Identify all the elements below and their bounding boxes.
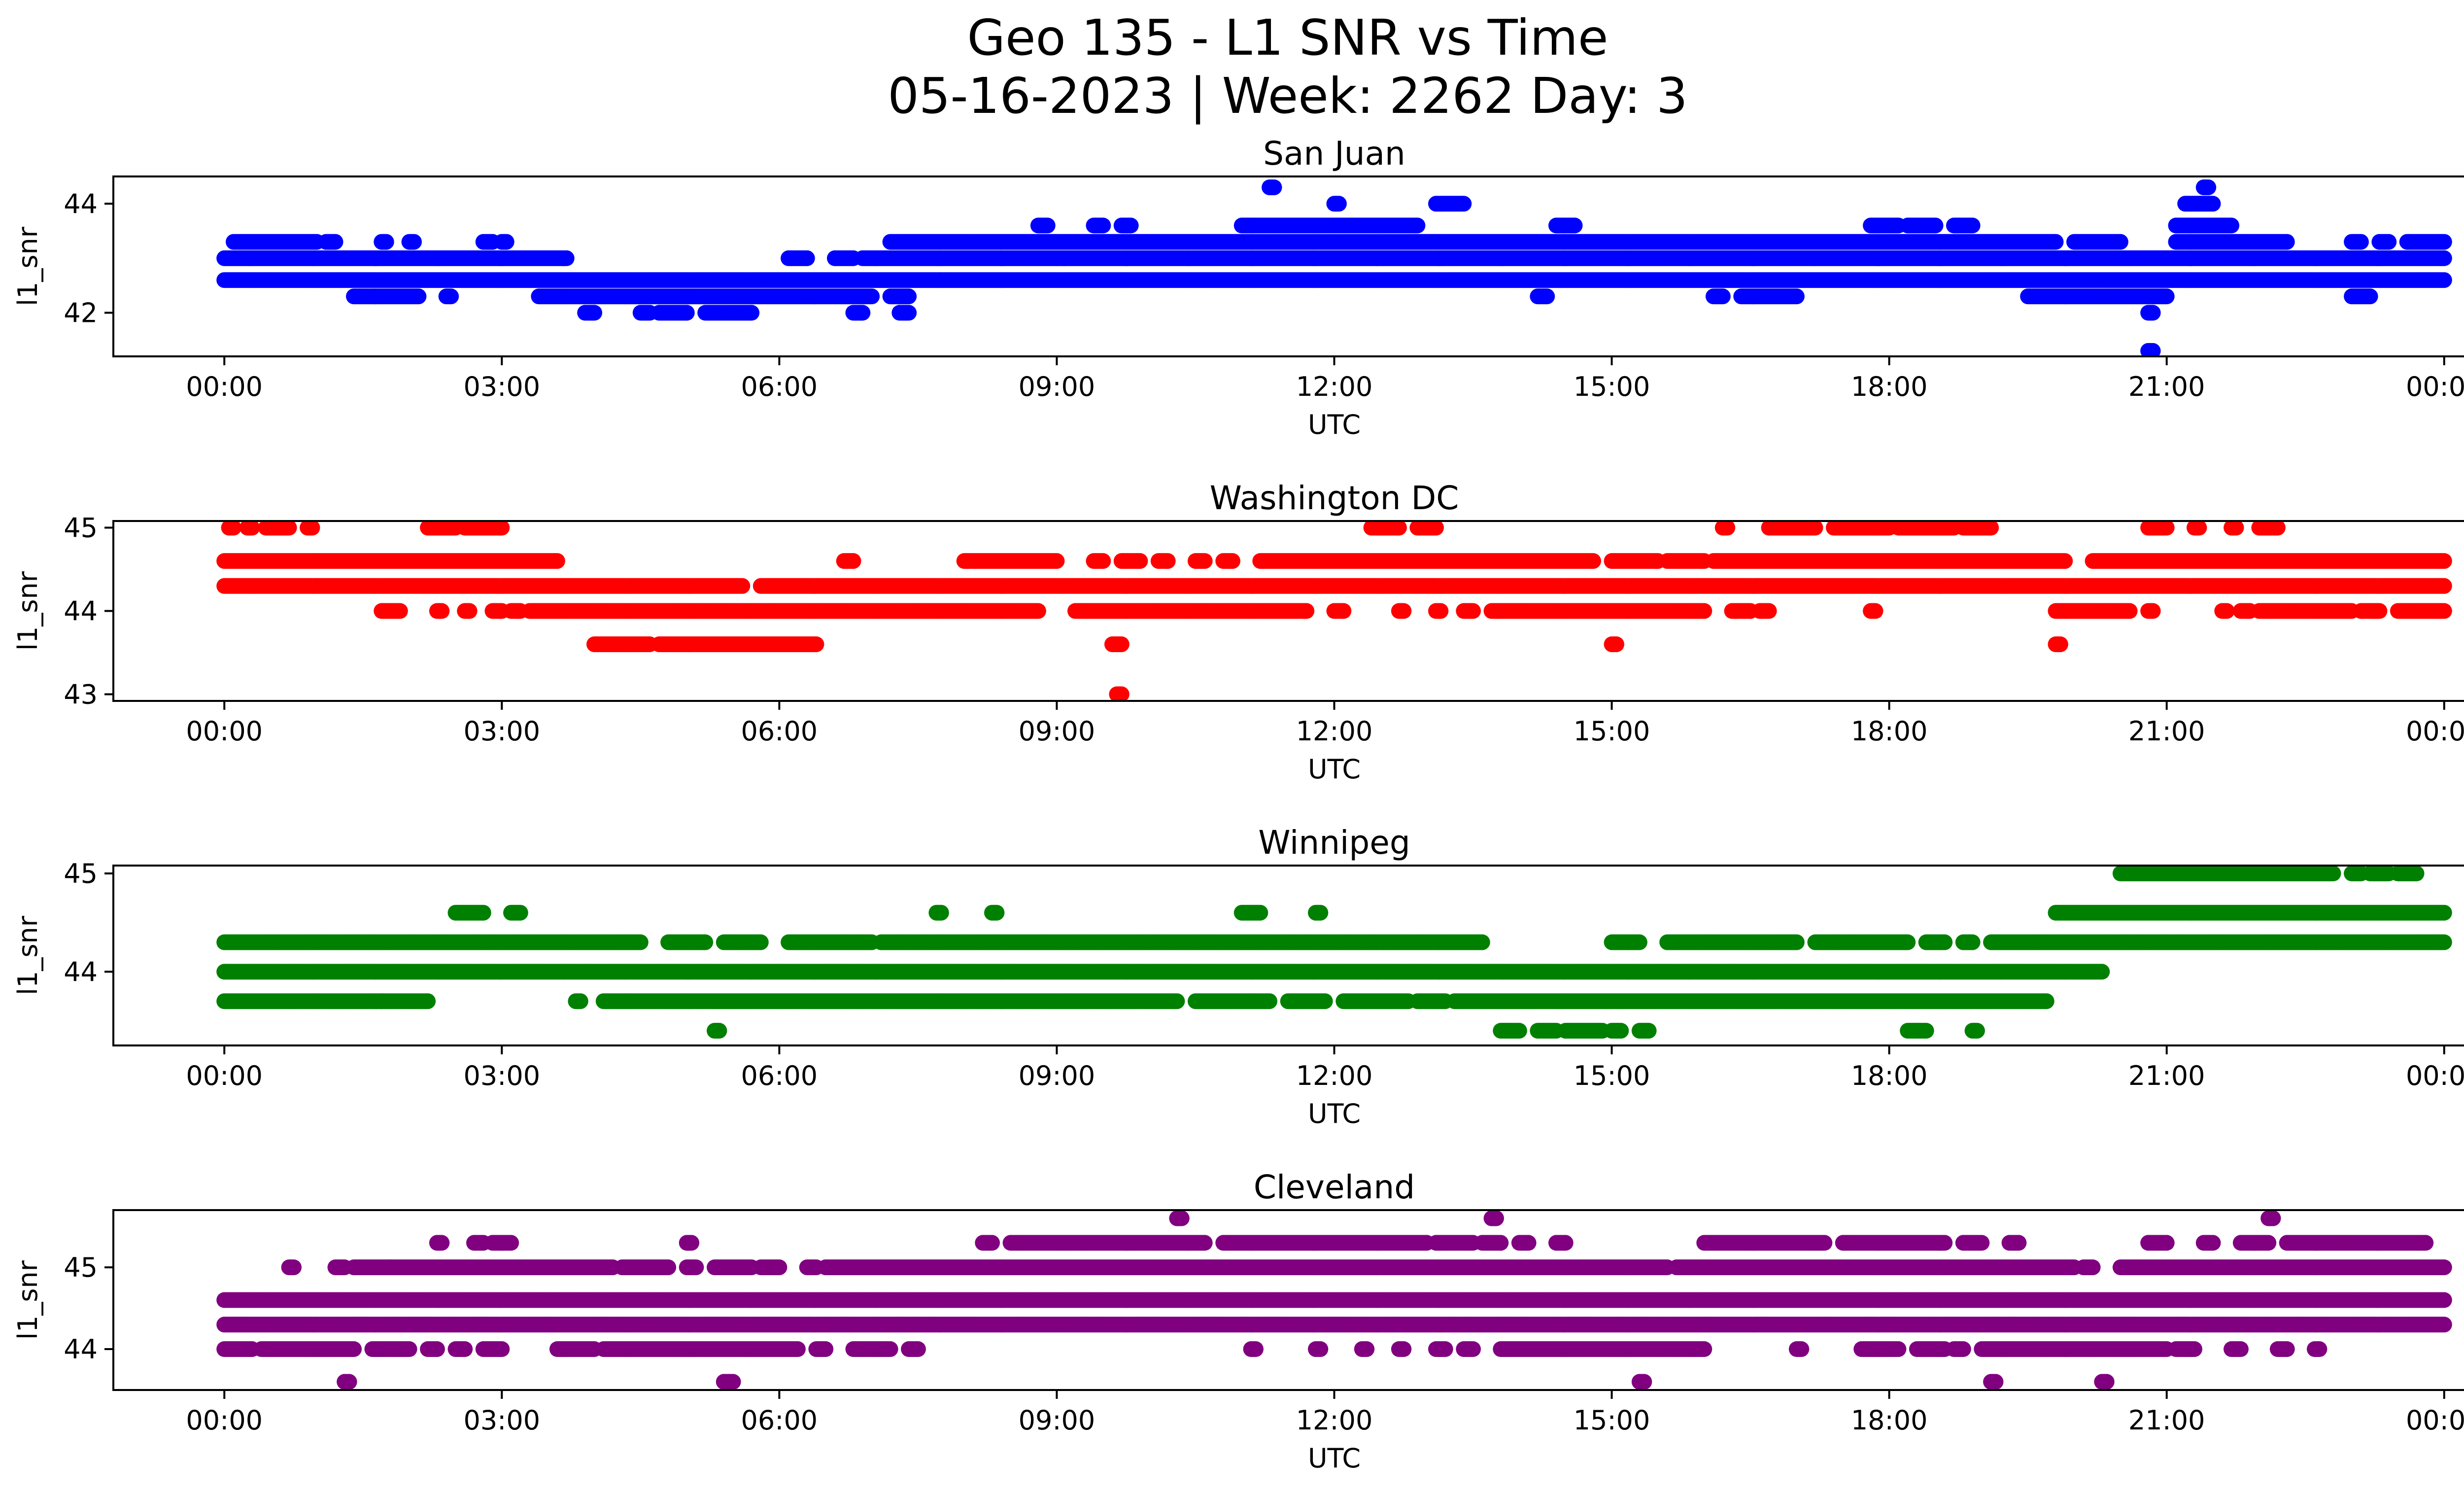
data-point: [799, 250, 815, 266]
data-point: [1964, 217, 1981, 234]
data-point: [1539, 288, 1555, 305]
data-point: [855, 305, 871, 321]
title-line-1: Geo 135 - L1 SNR vs Time: [967, 9, 1608, 67]
data-point: [327, 234, 343, 250]
data-point: [864, 288, 880, 305]
data-point: [2158, 288, 2175, 305]
x-tick-label: 00:00: [186, 371, 263, 402]
data-point: [586, 305, 602, 321]
x-tick-label: 15:00: [1574, 371, 1650, 402]
subplot-san-juan: San Juan 00:00 03:00 06:00 09:00 12:00 15:00 18…: [12, 135, 2464, 440]
data-points: [216, 521, 2452, 701]
data-point: [744, 305, 760, 321]
data-point: [2200, 179, 2217, 196]
data-point: [2224, 217, 2240, 234]
data-point: [498, 234, 514, 250]
data-point: [1095, 217, 1111, 234]
data-point: [1788, 288, 1805, 305]
data-point: [1714, 288, 1731, 305]
data-point: [1567, 217, 1583, 234]
data-point: [2436, 250, 2452, 266]
data-point: [679, 305, 695, 321]
data-point: [2436, 272, 2452, 288]
data-point: [1456, 196, 1472, 212]
data-point: [2112, 234, 2128, 250]
data-points: [216, 179, 2452, 356]
data-point: [1266, 179, 1282, 196]
data-point: [2205, 196, 2221, 212]
x-tick-label: 03:00: [463, 371, 540, 402]
data-point: [2362, 288, 2378, 305]
data-point: [2353, 234, 2369, 250]
data-point: [2048, 234, 2064, 250]
data-point: [1409, 217, 1426, 234]
data-point: [1039, 217, 1056, 234]
data-point: [1331, 196, 1347, 212]
x-tick-label: 06:00: [741, 371, 818, 402]
figure-title: Geo 135 - L1 SNR vs Time 05-16-2023 | We…: [0, 9, 2464, 125]
x-tick-label: 18:00: [1851, 371, 1928, 402]
data-point: [734, 578, 751, 594]
x-tick-label: 00:00: [2406, 371, 2464, 402]
x-tick-label: 09:00: [1019, 371, 1095, 402]
subplot-title: Washington DC: [1210, 479, 1459, 517]
data-point: [901, 305, 917, 321]
data-point: [558, 250, 575, 266]
data-point: [411, 288, 427, 305]
data-point: [378, 234, 394, 250]
y-axis-label: l1_snr: [12, 226, 43, 306]
x-tick-label: 21:00: [2128, 371, 2205, 402]
data-point: [1927, 217, 1944, 234]
x-tick-label: 12:00: [1296, 371, 1373, 402]
data-point: [901, 288, 917, 305]
data-point: [2279, 234, 2295, 250]
y-tick-label: 42: [64, 298, 98, 329]
data-point: [1123, 217, 1139, 234]
axes-frame: [112, 175, 2464, 357]
data-point: [443, 288, 459, 305]
title-line-2: 05-16-2023 | Week: 2262 Day: 3: [888, 67, 1688, 125]
x-axis-label: UTC: [1308, 409, 1361, 440]
data-point: [2436, 234, 2452, 250]
data-point: [2381, 234, 2397, 250]
subplot-title: San Juan: [1263, 135, 1405, 173]
y-tick-label: 44: [64, 188, 98, 219]
data-point: [2145, 305, 2161, 321]
data-point: [406, 234, 422, 250]
